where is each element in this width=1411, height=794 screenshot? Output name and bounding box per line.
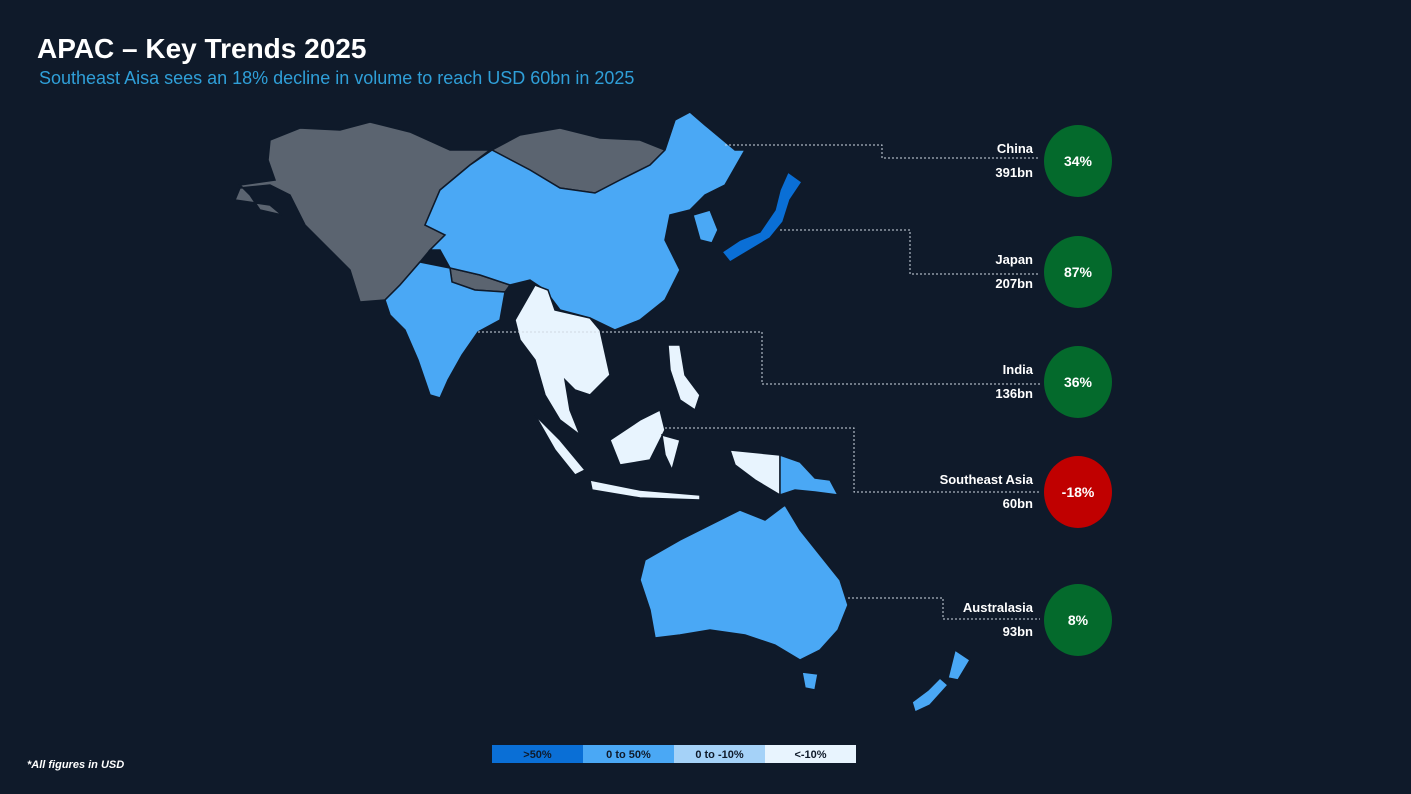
legend-swatch — [765, 745, 856, 763]
legend-swatch — [583, 745, 674, 763]
japan — [720, 170, 804, 263]
region-name: China — [997, 141, 1034, 156]
region-volume: 136bn — [995, 386, 1033, 401]
region-volume: 391bn — [995, 165, 1033, 180]
maritime-southeast-asia — [534, 344, 781, 501]
legend-label: 0 to -10% — [695, 749, 744, 761]
legend-label: <-10% — [794, 749, 826, 761]
region-callouts: 34% China 391bn 87% Japan 207bn 36% India 136bn -… — [940, 125, 1112, 656]
legend-label: >50% — [523, 749, 552, 761]
legend-label: 0 to 50% — [606, 749, 651, 761]
legend: >50% 0 to 50% 0 to -10% <-10% — [492, 745, 856, 763]
change-label: -18% — [1062, 484, 1095, 500]
region-callout: 87% Japan 207bn — [995, 236, 1112, 308]
leader-line — [848, 597, 1040, 620]
china — [424, 111, 747, 331]
title: APAC – Key Trends 2025 — [37, 33, 366, 64]
change-circle — [1044, 456, 1112, 528]
change-circle — [1044, 125, 1112, 197]
legend-swatch — [492, 745, 583, 763]
change-circle — [1044, 236, 1112, 308]
leader-lines — [478, 144, 1040, 620]
papua-new-guinea — [779, 453, 840, 497]
change-circle — [1044, 584, 1112, 656]
change-circle — [1044, 346, 1112, 418]
change-label: 87% — [1064, 264, 1093, 280]
leader-line — [725, 144, 1040, 159]
change-label: 36% — [1064, 374, 1093, 390]
region-callout: 8% Australasia 93bn — [963, 584, 1112, 656]
footnote: *All figures in USD — [27, 759, 124, 771]
australia — [639, 503, 849, 691]
india — [384, 261, 506, 399]
subtitle: Southeast Aisa sees an 18% decline in vo… — [39, 68, 634, 88]
leader-line — [478, 331, 1040, 385]
korea — [692, 209, 719, 244]
region-name: Japan — [995, 252, 1033, 267]
region-volume: 93bn — [1003, 624, 1033, 639]
region-callout: -18% Southeast Asia 60bn — [940, 456, 1112, 528]
central-asia — [233, 121, 493, 303]
region-name: Southeast Asia — [940, 472, 1034, 487]
mainland-southeast-asia — [514, 284, 611, 438]
region-callout: 36% India 136bn — [995, 346, 1112, 418]
map — [233, 111, 972, 714]
change-label: 8% — [1068, 612, 1089, 628]
region-callout: 34% China 391bn — [995, 125, 1112, 197]
change-label: 34% — [1064, 153, 1093, 169]
legend-swatch — [674, 745, 765, 763]
leader-line — [780, 229, 1040, 275]
region-volume: 60bn — [1003, 496, 1033, 511]
new-zealand — [911, 648, 972, 714]
leader-line — [665, 427, 1040, 493]
region-name: India — [1003, 362, 1034, 377]
region-volume: 207bn — [995, 276, 1033, 291]
region-name: Australasia — [963, 600, 1034, 615]
